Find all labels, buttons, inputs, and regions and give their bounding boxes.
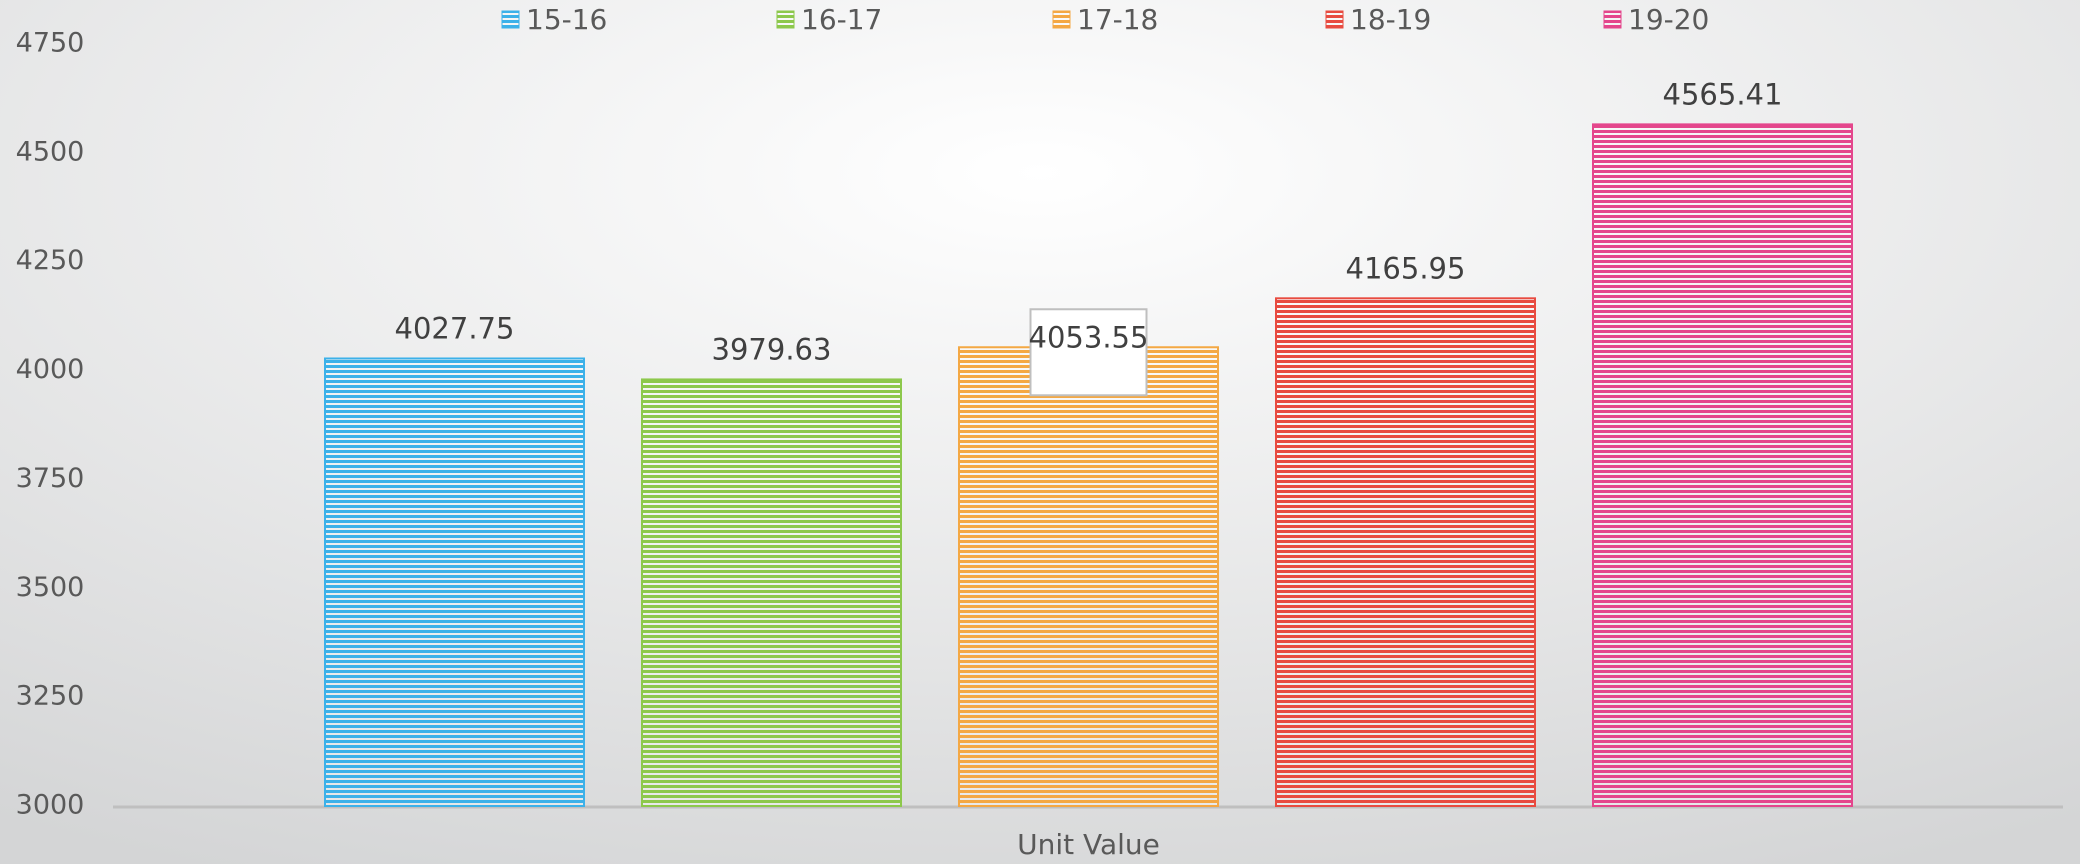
bar (1275, 297, 1536, 807)
y-tick-label: 3750 (16, 463, 85, 494)
legend-label: 18-19 (1350, 3, 1431, 36)
data-label: 4165.95 (1346, 251, 1466, 285)
legend-label: 19-20 (1628, 3, 1709, 36)
y-tick-label: 4000 (16, 354, 85, 385)
y-tick-label: 4250 (16, 245, 85, 276)
legend-label: 16-17 (801, 3, 882, 36)
legend-swatch (501, 10, 520, 29)
y-tick-label: 4750 (16, 28, 85, 59)
legend-label: 17-18 (1077, 3, 1158, 36)
bar (958, 346, 1219, 807)
bar (324, 357, 585, 807)
data-label: 4053.55 (1029, 320, 1149, 354)
legend-label: 15-16 (526, 3, 607, 36)
y-tick-label: 4500 (16, 136, 85, 167)
y-tick-label: 3250 (16, 681, 85, 712)
legend-swatch (1325, 10, 1344, 29)
legend-swatch (776, 10, 795, 29)
data-label: 3979.63 (712, 332, 832, 366)
bar (1592, 123, 1853, 808)
bar (641, 378, 902, 807)
data-label: 4027.75 (395, 311, 515, 345)
data-label: 4565.41 (1663, 77, 1783, 111)
y-tick-label: 3000 (16, 790, 85, 821)
x-tick-label: Unit Value (1017, 828, 1160, 861)
legend-swatch (1603, 10, 1622, 29)
y-tick-label: 3500 (16, 572, 85, 603)
legend-swatch (1052, 10, 1071, 29)
data-label-box (1029, 308, 1148, 397)
